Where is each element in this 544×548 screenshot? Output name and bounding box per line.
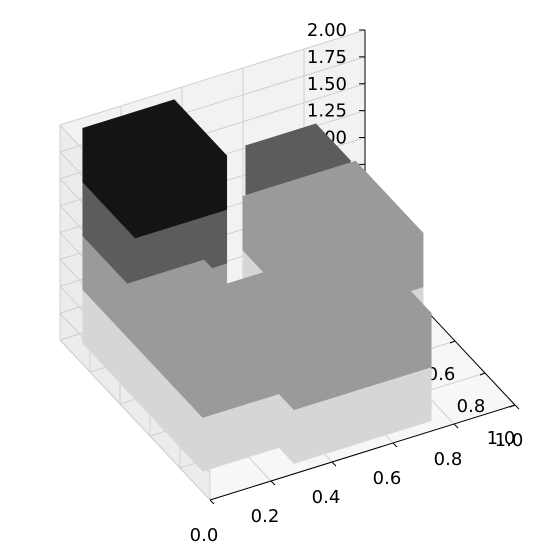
y-tick-label: 0.0 <box>190 525 219 544</box>
tick-mark <box>514 404 520 410</box>
z-tick-label: 1.50 <box>307 74 347 95</box>
y-tick-label: 0.8 <box>434 449 463 470</box>
y-tick-label: 1.0 <box>495 430 524 451</box>
tick-mark <box>453 423 459 429</box>
y-tick-label: 0.2 <box>251 506 280 527</box>
tick-mark <box>209 499 215 505</box>
block-top <box>242 160 424 269</box>
tick-mark <box>331 461 337 467</box>
block-top <box>245 123 351 183</box>
x-tick-label: 0.6 <box>427 364 456 385</box>
z-tick-label: 1.75 <box>307 47 347 68</box>
tick-mark <box>270 480 276 486</box>
z-tick-label: 1.25 <box>307 101 347 122</box>
z-tick-label: 2.00 <box>307 20 347 41</box>
tick-mark <box>479 372 486 376</box>
block <box>127 259 280 473</box>
y-axis-line <box>209 404 516 501</box>
x-tick-label: 0.8 <box>457 396 486 417</box>
grid-line <box>59 339 211 501</box>
tick-mark <box>449 340 456 344</box>
grid-line <box>59 29 366 126</box>
y-tick-label: 0.6 <box>373 468 402 489</box>
block-top <box>127 259 280 365</box>
y-tick-label: 0.4 <box>312 487 341 508</box>
block-top <box>82 99 228 185</box>
x-tick-label: 1.0 <box>487 428 516 449</box>
tick-mark <box>392 442 398 448</box>
